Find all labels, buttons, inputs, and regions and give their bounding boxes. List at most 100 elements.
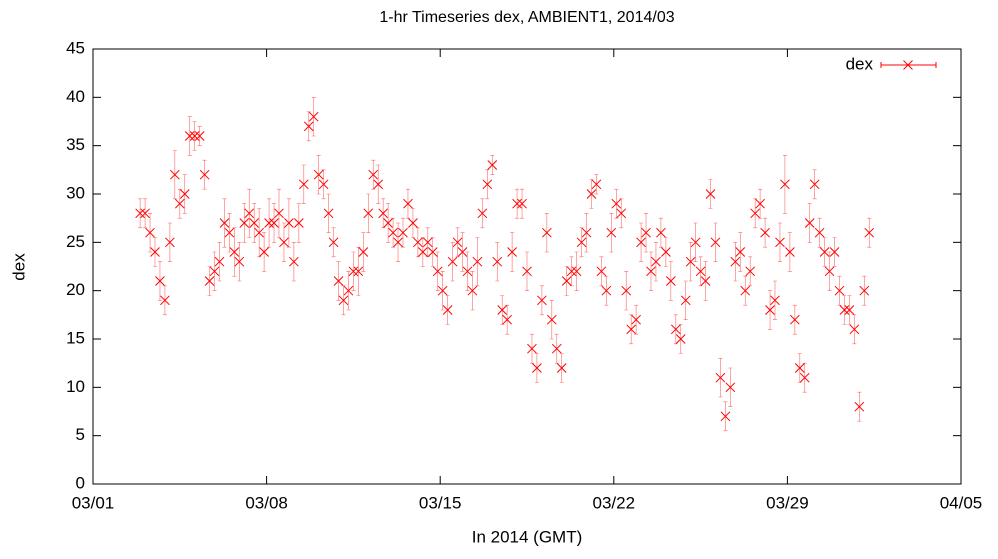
data-point bbox=[239, 218, 250, 228]
data-point bbox=[814, 227, 825, 238]
data-point bbox=[576, 237, 587, 248]
data-point bbox=[864, 227, 875, 238]
data-point bbox=[497, 305, 508, 315]
data-point bbox=[606, 227, 617, 238]
data-point bbox=[358, 247, 369, 257]
data-point bbox=[824, 266, 835, 277]
data-point bbox=[651, 256, 661, 267]
data-point bbox=[517, 198, 527, 209]
data-point bbox=[591, 179, 602, 190]
data-point bbox=[809, 179, 820, 190]
data-point bbox=[259, 247, 269, 257]
data-point bbox=[403, 198, 413, 209]
data-point bbox=[849, 324, 860, 335]
data-point bbox=[765, 305, 775, 315]
data-point bbox=[541, 227, 552, 238]
data-point bbox=[695, 266, 706, 277]
data-point bbox=[442, 305, 453, 315]
data-point bbox=[839, 305, 850, 315]
data-point bbox=[204, 276, 215, 286]
data-point bbox=[219, 218, 230, 228]
data-point bbox=[160, 295, 170, 306]
data-point bbox=[571, 266, 582, 277]
x-tick-label: 04/05 bbox=[940, 493, 983, 512]
data-point bbox=[482, 179, 493, 190]
data-point bbox=[467, 285, 478, 296]
data-point bbox=[234, 256, 245, 267]
data-point bbox=[665, 276, 676, 286]
data-point bbox=[854, 401, 865, 412]
data-point bbox=[799, 372, 810, 383]
data-point bbox=[596, 266, 607, 277]
data-point bbox=[581, 227, 592, 238]
data-point bbox=[174, 198, 185, 209]
data-point bbox=[209, 266, 220, 277]
x-tick-label: 03/01 bbox=[72, 493, 115, 512]
legend-label: dex bbox=[846, 54, 874, 73]
data-point bbox=[343, 285, 354, 296]
data-point bbox=[646, 266, 656, 277]
data-point bbox=[631, 314, 641, 325]
x-tick-label: 03/29 bbox=[766, 493, 809, 512]
data-point bbox=[189, 131, 200, 141]
data-point bbox=[194, 131, 205, 141]
data-point bbox=[675, 334, 686, 344]
data-point bbox=[641, 227, 651, 238]
data-point bbox=[834, 285, 845, 296]
data-point bbox=[710, 237, 721, 248]
data-point bbox=[383, 218, 393, 228]
data-point bbox=[745, 266, 756, 277]
data-point bbox=[413, 237, 423, 248]
data-point bbox=[546, 314, 557, 325]
data-point bbox=[447, 256, 458, 267]
y-tick-label: 35 bbox=[66, 135, 85, 154]
data-point bbox=[417, 247, 428, 257]
data-point bbox=[199, 169, 210, 180]
data-point bbox=[780, 179, 790, 190]
data-point bbox=[720, 411, 731, 422]
data-point bbox=[308, 111, 319, 122]
data-point bbox=[730, 256, 741, 267]
data-point bbox=[626, 324, 637, 335]
data-point bbox=[279, 237, 289, 248]
data-point bbox=[353, 266, 364, 277]
data-point bbox=[184, 131, 195, 141]
data-point bbox=[725, 382, 736, 393]
data-point bbox=[150, 247, 160, 257]
y-tick-label: 45 bbox=[66, 38, 85, 57]
data-point bbox=[804, 218, 815, 228]
data-point bbox=[775, 237, 785, 248]
data-point bbox=[770, 295, 780, 306]
data-point bbox=[422, 237, 433, 248]
data-point bbox=[398, 227, 408, 238]
data-point bbox=[427, 247, 438, 257]
data-point bbox=[566, 266, 577, 277]
data-point bbox=[284, 218, 294, 228]
x-tick-label: 03/15 bbox=[419, 493, 462, 512]
data-point bbox=[224, 227, 235, 238]
x-axis-label: In 2014 (GMT) bbox=[472, 527, 583, 546]
data-point bbox=[611, 198, 622, 209]
data-point bbox=[437, 285, 448, 296]
data-point bbox=[537, 295, 547, 306]
x-tick-label: 03/08 bbox=[245, 493, 288, 512]
data-point bbox=[492, 256, 503, 267]
data-point bbox=[616, 208, 627, 219]
data-point bbox=[656, 227, 666, 238]
data-point bbox=[264, 218, 274, 228]
data-point bbox=[452, 237, 463, 248]
data-point bbox=[740, 285, 751, 296]
data-point bbox=[368, 169, 379, 180]
data-point bbox=[789, 314, 800, 325]
data-point bbox=[244, 208, 255, 219]
data-point bbox=[487, 160, 498, 170]
data-point bbox=[293, 218, 304, 228]
data-point bbox=[274, 208, 284, 219]
y-tick-label: 15 bbox=[66, 328, 85, 347]
y-axis-label: dex bbox=[9, 253, 28, 281]
data-point bbox=[685, 256, 696, 267]
data-point bbox=[636, 237, 646, 248]
